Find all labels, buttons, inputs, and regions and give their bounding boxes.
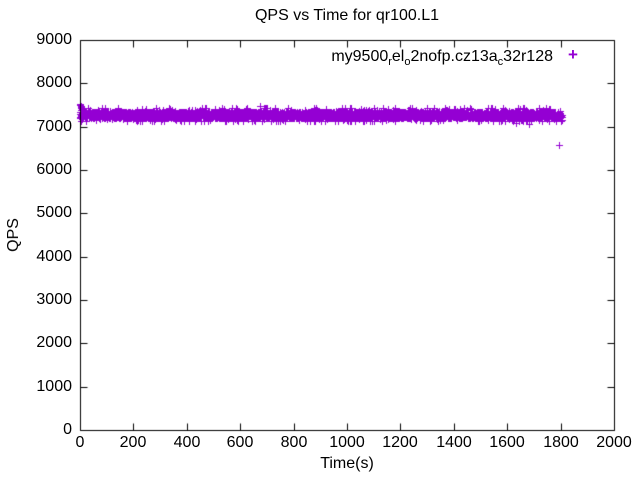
x-tick-label: 1800 [543, 434, 579, 451]
y-tick-label: 2000 [36, 334, 72, 351]
x-tick-label: 0 [75, 434, 85, 451]
legend-label-text: my9500 [331, 48, 389, 65]
x-tick-label: 600 [226, 434, 254, 451]
legend-series-label: my9500relo2nofp.cz13ac32r128 [331, 48, 553, 71]
y-tick-label: 8000 [36, 74, 72, 91]
legend-plus-marker: + [568, 45, 578, 64]
x-tick-label: 400 [173, 434, 201, 451]
legend-label-text: 2nofp.cz13a [410, 48, 498, 65]
legend-label-subscript: c [497, 56, 504, 68]
legend-label-subscript: r [388, 56, 392, 68]
legend-label-text: 32r128 [503, 48, 553, 65]
x-tick-label: 2000 [596, 434, 632, 451]
legend-label-text: el [391, 48, 405, 65]
y-tick-label: 0 [63, 421, 72, 438]
legend-label-subscript: o [404, 56, 411, 68]
x-tick-label: 1400 [436, 434, 472, 451]
y-tick-label: 3000 [36, 291, 72, 308]
x-axis-label: Time(s) [320, 455, 374, 472]
x-tick-label: 200 [119, 434, 147, 451]
y-tick-label: 4000 [36, 248, 72, 265]
y-tick-label: 5000 [36, 204, 72, 221]
x-tick-label: 1600 [489, 434, 525, 451]
x-tick-label: 1000 [329, 434, 365, 451]
y-tick-label: 6000 [36, 161, 72, 178]
y-tick-label: 7000 [36, 118, 72, 135]
x-tick-label: 800 [280, 434, 308, 451]
y-tick-label: 1000 [36, 378, 72, 395]
chart-title: QPS vs Time for qr100.L1 [254, 7, 440, 24]
x-tick-label: 1200 [382, 434, 418, 451]
y-tick-label: 9000 [36, 31, 72, 48]
y-axis-label: QPS [5, 218, 22, 252]
